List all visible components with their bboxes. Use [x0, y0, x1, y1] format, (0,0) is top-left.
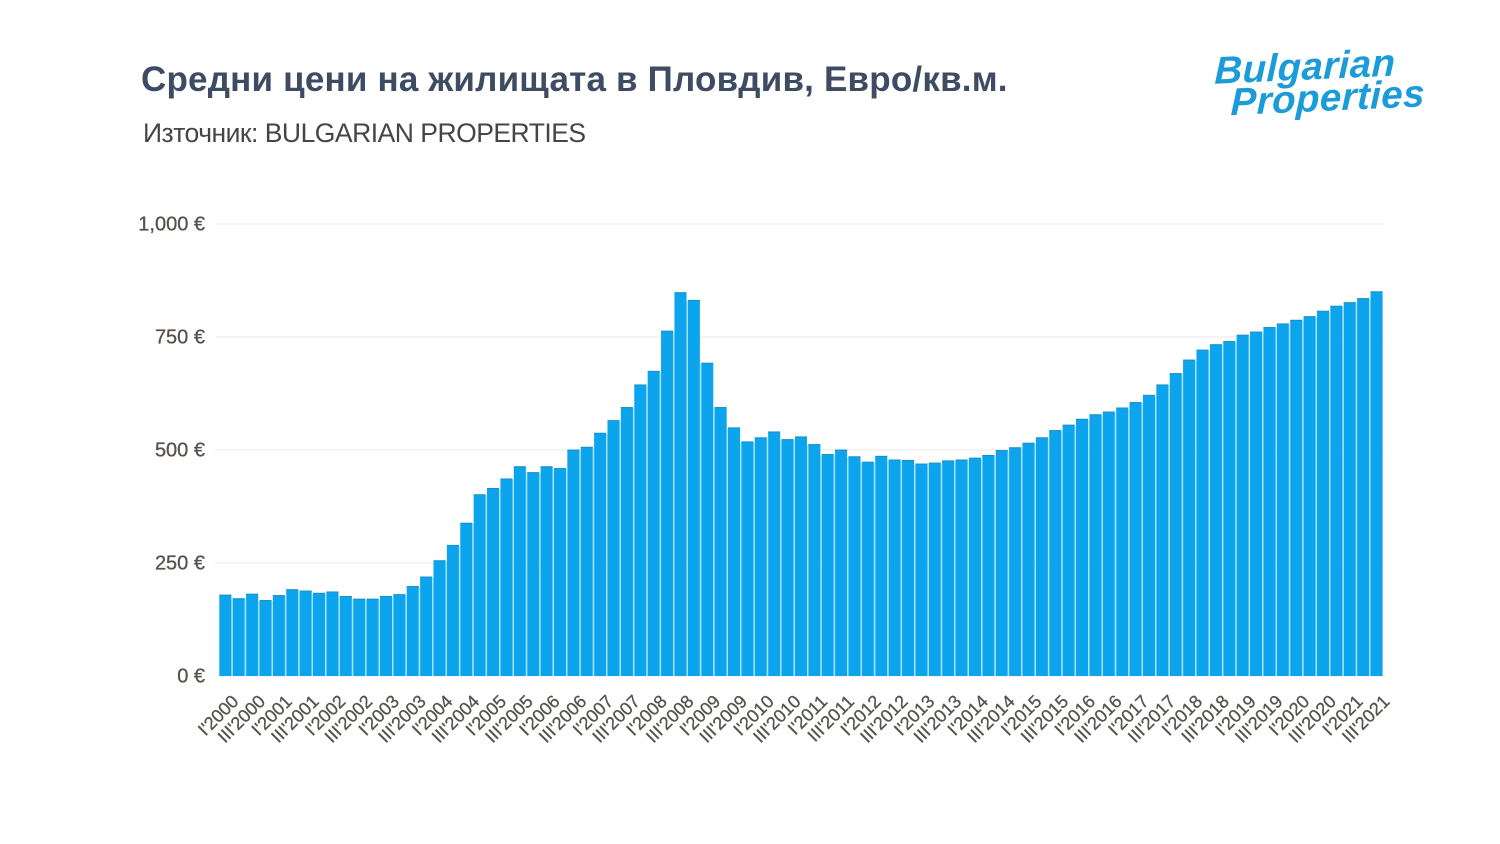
svg-text:500 €: 500 € [155, 440, 205, 462]
svg-text:1,000 €: 1,000 € [138, 214, 205, 236]
svg-text:250 €: 250 € [155, 553, 205, 575]
svg-text:750 €: 750 € [155, 327, 205, 349]
svg-text:0 €: 0 € [177, 666, 205, 688]
